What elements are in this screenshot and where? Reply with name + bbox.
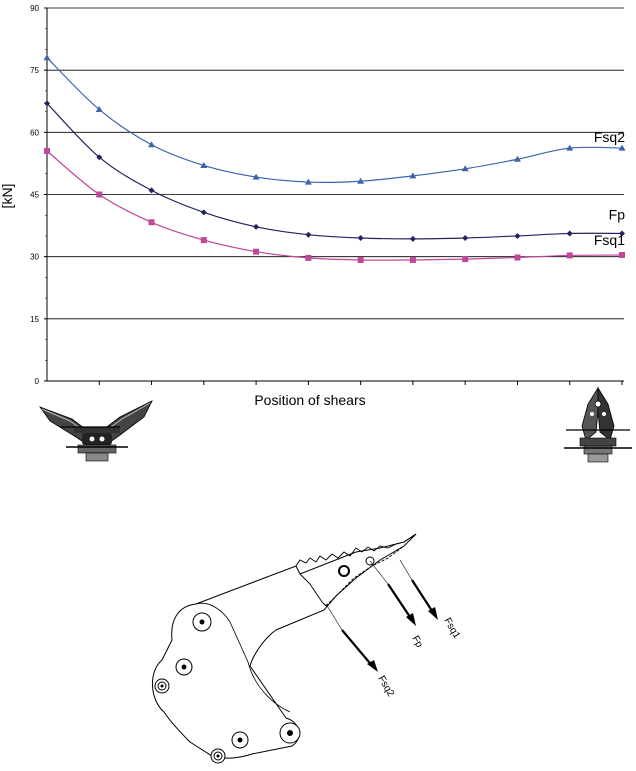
data-point-fp (409, 235, 416, 242)
line-chart: 0 15 30 45 60 75 90 Fsq2 Fp Fsq1 [kN] Position o… (0, 4, 626, 408)
series-label-fsq2: Fsq2 (594, 129, 625, 145)
data-point-fsq1 (462, 256, 469, 263)
series-label-fp: Fp (609, 206, 626, 222)
data-point-fsq2 (357, 177, 365, 184)
data-point-fp (566, 230, 573, 237)
data-point-fsq1 (305, 254, 312, 261)
data-point-fsq2 (409, 172, 417, 179)
shears-closed-icon (564, 386, 632, 463)
data-point-fsq1 (44, 147, 50, 154)
data-point-fsq1 (148, 219, 155, 226)
data-point-fsq1 (566, 252, 573, 259)
y-tick-label: 0 (35, 377, 40, 386)
data-point-fsq2 (200, 161, 208, 168)
series-label-fsq1: Fsq1 (594, 232, 625, 248)
y-axis-label: [kN] (0, 184, 15, 209)
series-line-fsq1 (46, 150, 623, 261)
data-point-fp (357, 235, 364, 242)
y-tick-label: 75 (30, 66, 39, 75)
data-point-fp (462, 235, 469, 242)
data-point-fsq1 (514, 254, 521, 261)
y-tick-label: 15 (30, 315, 39, 324)
data-point-fsq2 (252, 173, 260, 180)
data-point-fsq1 (357, 256, 364, 263)
arrow-label-fp: Fp (409, 634, 425, 650)
data-point-fsq2 (461, 165, 469, 172)
y-axis-ticks: 0 15 30 45 60 75 90 (30, 4, 47, 386)
data-point-fp (514, 232, 521, 239)
arrow-label-fsq1: Fsq1 (441, 616, 462, 641)
y-tick-label: 90 (30, 4, 39, 13)
data-point-fp (44, 100, 50, 107)
data-point-fsq2 (513, 155, 521, 162)
data-point-fsq2 (43, 54, 51, 61)
data-point-fp (253, 223, 260, 230)
shears-arm-diagram: Fp Fsq1 Fsq2 (151, 533, 462, 764)
series-layer (43, 54, 626, 263)
data-point-fsq1 (200, 237, 207, 244)
y-tick-label: 60 (30, 128, 39, 137)
data-point-fsq2 (618, 144, 626, 151)
series-line-fsq2 (46, 57, 623, 183)
data-point-fp (96, 154, 103, 161)
data-point-fsq2 (95, 106, 103, 113)
data-point-fsq2 (566, 144, 574, 151)
y-tick-label: 30 (30, 253, 39, 262)
data-point-fsq1 (409, 256, 416, 263)
data-point-fsq1 (253, 248, 260, 255)
data-point-fp (305, 231, 312, 238)
shears-open-icon (38, 400, 153, 462)
x-axis-label: Position of shears (254, 392, 365, 408)
y-tick-label: 45 (30, 191, 39, 200)
arrow-label-fsq2: Fsq2 (375, 674, 396, 699)
data-point-fsq2 (304, 178, 312, 185)
x-axis-ticks (98, 381, 623, 385)
data-point-fp (148, 187, 155, 194)
data-point-fsq2 (148, 141, 156, 148)
gridlines (47, 7, 624, 320)
data-point-fp (200, 209, 207, 216)
data-point-fsq1 (619, 252, 625, 259)
series-line-fp (46, 102, 623, 240)
data-point-fp (619, 230, 625, 237)
series-labels: Fsq2 Fp Fsq1 (594, 129, 625, 248)
data-point-fsq1 (96, 191, 103, 198)
